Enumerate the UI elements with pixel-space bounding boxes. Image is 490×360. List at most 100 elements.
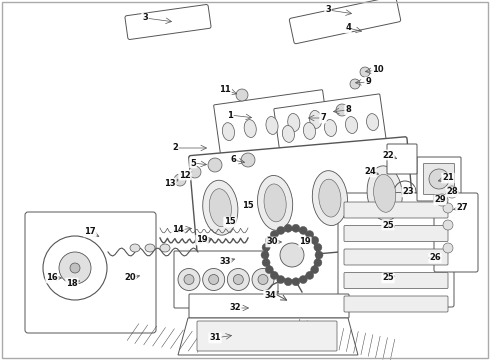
- Text: 32: 32: [229, 303, 241, 312]
- Circle shape: [280, 243, 304, 267]
- Text: 20: 20: [124, 274, 136, 283]
- Circle shape: [311, 237, 319, 244]
- Circle shape: [299, 275, 307, 284]
- Circle shape: [284, 224, 292, 232]
- Circle shape: [227, 269, 249, 291]
- Ellipse shape: [312, 171, 347, 226]
- Text: 18: 18: [66, 279, 78, 288]
- Ellipse shape: [367, 114, 379, 131]
- Circle shape: [258, 274, 268, 284]
- FancyBboxPatch shape: [214, 90, 330, 161]
- Ellipse shape: [288, 113, 300, 131]
- Text: 6: 6: [230, 156, 236, 165]
- Ellipse shape: [244, 120, 256, 138]
- Circle shape: [277, 226, 285, 234]
- Ellipse shape: [130, 244, 140, 252]
- Circle shape: [429, 169, 449, 189]
- Text: 19: 19: [299, 238, 311, 247]
- Text: 10: 10: [372, 66, 384, 75]
- FancyBboxPatch shape: [197, 321, 337, 351]
- Ellipse shape: [208, 158, 222, 172]
- Text: 1: 1: [227, 111, 233, 120]
- Text: 22: 22: [382, 150, 394, 159]
- FancyBboxPatch shape: [189, 137, 416, 264]
- Circle shape: [252, 269, 274, 291]
- Text: 2: 2: [172, 144, 178, 153]
- FancyBboxPatch shape: [344, 296, 448, 312]
- FancyBboxPatch shape: [423, 163, 455, 194]
- Ellipse shape: [319, 179, 341, 217]
- Ellipse shape: [222, 123, 235, 140]
- FancyBboxPatch shape: [387, 144, 417, 174]
- FancyBboxPatch shape: [417, 157, 461, 201]
- Circle shape: [70, 263, 80, 273]
- Circle shape: [261, 251, 269, 259]
- Circle shape: [315, 251, 323, 259]
- FancyBboxPatch shape: [344, 225, 448, 242]
- Ellipse shape: [336, 104, 348, 116]
- Ellipse shape: [310, 111, 321, 128]
- Circle shape: [314, 258, 322, 267]
- Ellipse shape: [160, 244, 170, 252]
- Ellipse shape: [241, 153, 255, 167]
- Circle shape: [314, 243, 322, 251]
- Circle shape: [43, 236, 107, 300]
- Text: 11: 11: [219, 85, 231, 94]
- Ellipse shape: [209, 189, 231, 227]
- Ellipse shape: [367, 166, 402, 221]
- Circle shape: [59, 252, 91, 284]
- Ellipse shape: [373, 174, 396, 212]
- Circle shape: [443, 203, 453, 213]
- Text: 34: 34: [264, 291, 276, 300]
- Text: 12: 12: [179, 171, 191, 180]
- Circle shape: [265, 237, 273, 244]
- Text: 17: 17: [84, 228, 96, 237]
- Polygon shape: [178, 318, 358, 355]
- Circle shape: [178, 269, 200, 291]
- Circle shape: [436, 194, 448, 206]
- Ellipse shape: [350, 79, 360, 89]
- Circle shape: [306, 231, 314, 239]
- Circle shape: [265, 266, 273, 274]
- Circle shape: [292, 278, 300, 286]
- Ellipse shape: [282, 125, 294, 142]
- Text: 21: 21: [442, 174, 454, 183]
- Ellipse shape: [303, 122, 316, 139]
- Text: 29: 29: [434, 195, 446, 204]
- Circle shape: [203, 269, 225, 291]
- Text: 30: 30: [266, 238, 278, 247]
- FancyBboxPatch shape: [274, 94, 387, 162]
- Ellipse shape: [189, 166, 201, 178]
- Text: 7: 7: [320, 113, 326, 122]
- Text: 14: 14: [172, 225, 184, 234]
- Circle shape: [306, 271, 314, 279]
- FancyBboxPatch shape: [344, 249, 448, 265]
- Text: 24: 24: [364, 167, 376, 176]
- Text: 3: 3: [142, 13, 148, 22]
- Text: 16: 16: [46, 274, 58, 283]
- Circle shape: [299, 226, 307, 234]
- FancyBboxPatch shape: [125, 5, 211, 40]
- Text: 4: 4: [345, 23, 351, 32]
- Text: 3: 3: [325, 5, 331, 14]
- FancyBboxPatch shape: [25, 212, 156, 333]
- Circle shape: [184, 274, 194, 284]
- Ellipse shape: [236, 89, 248, 101]
- Ellipse shape: [266, 117, 278, 134]
- Text: 31: 31: [209, 333, 221, 342]
- Text: 5: 5: [190, 158, 196, 167]
- Text: 28: 28: [446, 188, 458, 197]
- Text: 27: 27: [456, 203, 468, 212]
- Circle shape: [292, 224, 300, 232]
- FancyBboxPatch shape: [174, 251, 278, 308]
- Circle shape: [311, 266, 319, 274]
- Ellipse shape: [345, 117, 358, 134]
- Circle shape: [443, 243, 453, 253]
- FancyBboxPatch shape: [344, 273, 448, 288]
- Text: 25: 25: [382, 220, 394, 230]
- Circle shape: [262, 258, 270, 267]
- Text: 26: 26: [429, 253, 441, 262]
- Circle shape: [277, 275, 285, 284]
- Text: 23: 23: [402, 188, 414, 197]
- Circle shape: [262, 243, 270, 251]
